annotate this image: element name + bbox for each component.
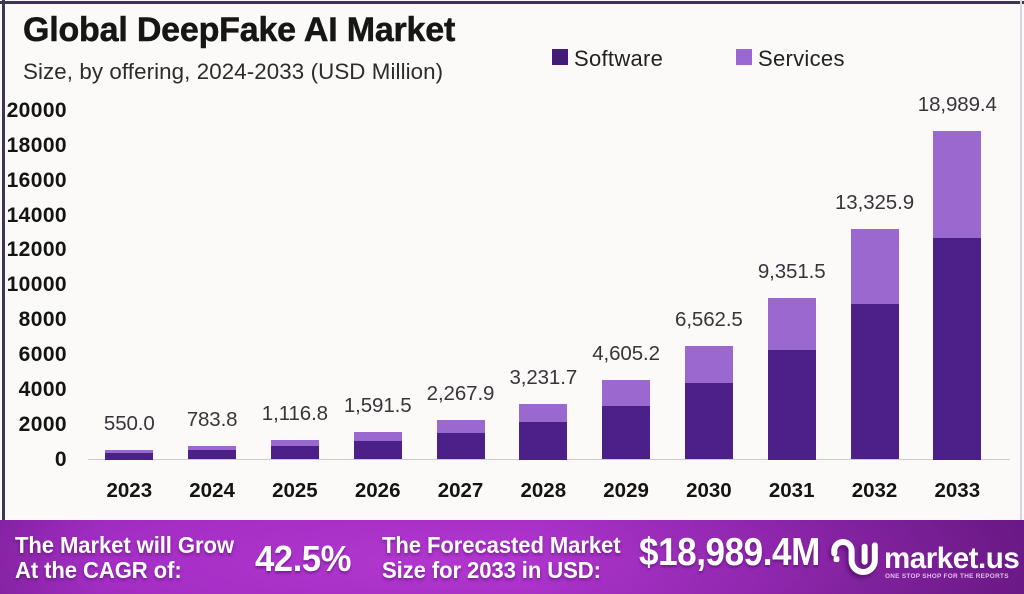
svg-text:ONE STOP SHOP FOR THE REPORTS: ONE STOP SHOP FOR THE REPORTS — [885, 573, 1009, 580]
svg-text:market.us: market.us — [884, 542, 1019, 575]
